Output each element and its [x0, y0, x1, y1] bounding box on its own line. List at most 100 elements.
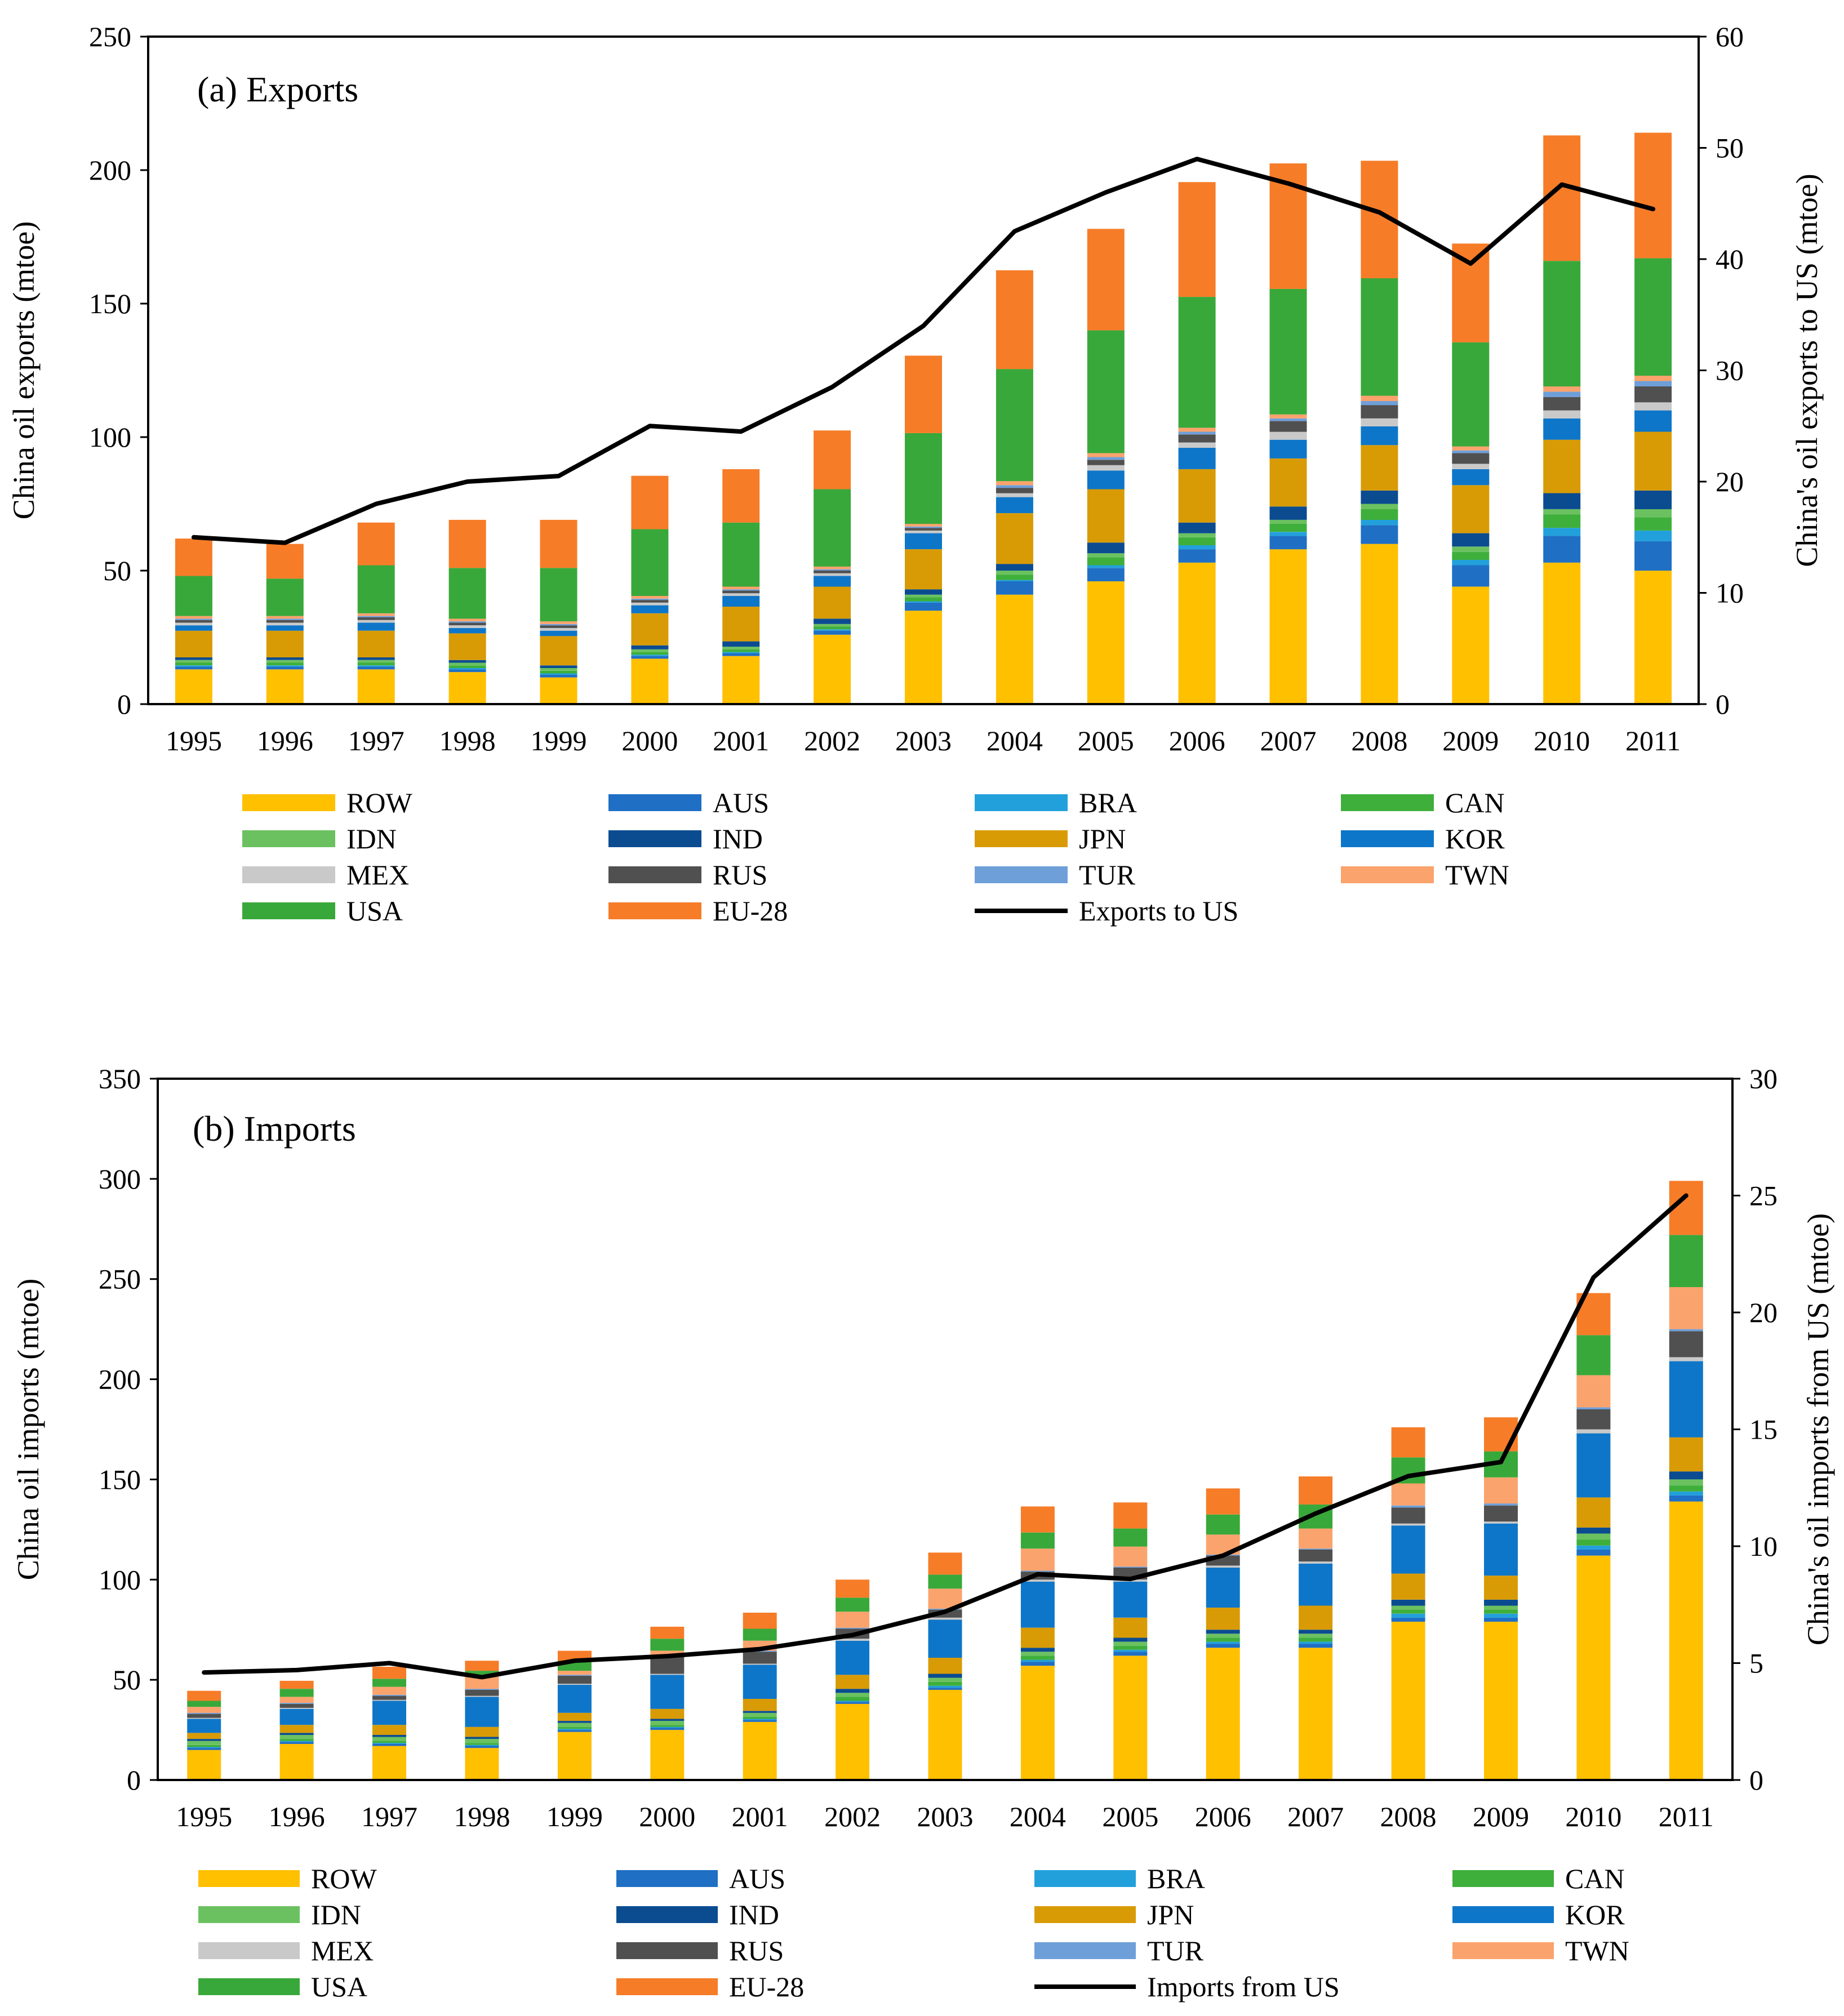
bar-usa-2009	[1452, 342, 1490, 447]
bar-rus-1997	[372, 1695, 406, 1700]
bar-jpn-1997	[357, 630, 395, 658]
x-tick-label: 2003	[917, 1801, 974, 1832]
bar-row-2007	[1299, 1648, 1333, 1780]
bar-mex-1999	[557, 1684, 592, 1685]
bar-twn-2010	[1543, 386, 1581, 392]
bar-mex-2008	[1361, 418, 1398, 426]
bar-tur-1995	[175, 618, 212, 620]
bar-tur-2011	[1634, 381, 1672, 386]
legend-label-line: Exports to US	[1079, 895, 1238, 927]
y-tick-label: 0	[117, 688, 131, 720]
chart-title: (a) Exports	[197, 69, 358, 109]
bar-can-2009	[1484, 1609, 1518, 1614]
bar-eu-28-2004	[996, 270, 1033, 370]
bar-jpn-2011	[1634, 431, 1672, 491]
legend-swatch-ind	[608, 830, 701, 847]
bar-ind-2011	[1669, 1471, 1703, 1480]
bar-can-2004	[1020, 1655, 1055, 1660]
legend-swatch-mex	[198, 1942, 300, 1959]
bar-can-2008	[1391, 1609, 1425, 1614]
bar-tur-2011	[1669, 1329, 1703, 1332]
bar-usa-2008	[1361, 278, 1398, 396]
legend-label-mex: MEX	[346, 859, 409, 891]
bar-bra-1997	[357, 665, 395, 667]
bar-bra-1995	[175, 665, 212, 667]
bar-jpn-2003	[905, 549, 942, 590]
bar-eu-28-1996	[266, 544, 304, 579]
bar-idn-2004	[996, 571, 1033, 575]
bar-rus-1996	[279, 1703, 314, 1708]
legend-swatch-tur	[1034, 1942, 1136, 1959]
bar-kor-2010	[1576, 1433, 1611, 1498]
legend-swatch-rus	[608, 866, 701, 883]
x-tick-label: 1999	[530, 725, 586, 756]
bar-kor-2010	[1543, 418, 1581, 440]
bar-jpn-1996	[279, 1725, 314, 1733]
bar-can-1996	[279, 1739, 314, 1741]
bar-ind-2003	[905, 589, 942, 595]
bar-idn-2008	[1361, 504, 1398, 509]
bar-rus-1995	[187, 1714, 221, 1718]
bar-tur-1996	[279, 1703, 314, 1704]
bar-bra-2011	[1669, 1491, 1703, 1496]
legend-swatch-row	[242, 794, 335, 811]
bar-can-1995	[175, 662, 212, 666]
bar-kor-1998	[448, 628, 486, 634]
bar-twn-1997	[357, 613, 395, 616]
bar-idn-2008	[1391, 1605, 1425, 1610]
bar-twn-2008	[1391, 1483, 1425, 1506]
bar-ind-2008	[1391, 1599, 1425, 1606]
bar-idn-1998	[465, 1739, 499, 1743]
bar-jpn-2008	[1361, 445, 1398, 491]
legend-swatch-tur	[975, 866, 1068, 883]
bar-bra-2004	[1020, 1659, 1055, 1662]
bar-idn-2001	[722, 647, 760, 649]
bar-row-1999	[540, 677, 577, 704]
bar-idn-2005	[1113, 1641, 1148, 1646]
y-axis-title: China oil exports (mtoe)	[7, 221, 41, 519]
bar-kor-2007	[1299, 1563, 1333, 1606]
bar-idn-2005	[1087, 553, 1125, 558]
bar-jpn-2000	[631, 613, 669, 646]
bar-usa-2007	[1269, 288, 1307, 415]
legend-label-bra: BRA	[1079, 787, 1137, 818]
bar-tur-2000	[631, 598, 669, 600]
bar-row-2005	[1087, 581, 1125, 704]
bar-eu-28-2001	[743, 1613, 777, 1629]
bar-eu-28-2006	[1178, 182, 1216, 297]
bar-row-2003	[905, 611, 942, 704]
bar-row-2008	[1391, 1622, 1425, 1780]
bar-idn-2011	[1669, 1479, 1703, 1486]
bar-can-1999	[557, 1726, 592, 1729]
bar-mex-2007	[1269, 431, 1307, 440]
bar-rus-1996	[266, 620, 304, 623]
bar-can-2000	[650, 1725, 685, 1727]
legend-label-usa: USA	[311, 1971, 367, 2002]
bar-ind-2001	[743, 1711, 777, 1713]
bar-aus-2001	[743, 1720, 777, 1722]
bar-idn-2003	[928, 1677, 962, 1682]
legend-label-twn: TWN	[1445, 859, 1509, 891]
bar-rus-2008	[1391, 1507, 1425, 1524]
bar-jpn-2009	[1452, 485, 1490, 533]
bar-eu-28-2000	[650, 1626, 685, 1639]
bar-bra-1996	[279, 1741, 314, 1742]
x-tick-label: 2010	[1534, 725, 1590, 756]
bar-ind-2009	[1484, 1599, 1518, 1606]
bar-jpn-2002	[814, 586, 851, 619]
legend-label-row: ROW	[311, 1863, 377, 1894]
bar-row-2002	[814, 634, 851, 704]
y2-tick-label: 10	[1716, 577, 1744, 609]
bar-kor-1997	[357, 622, 395, 631]
x-tick-label: 1996	[257, 725, 313, 756]
bar-usa-2006	[1206, 1514, 1240, 1535]
x-tick-label: 2011	[1659, 1801, 1714, 1832]
bar-rus-2007	[1299, 1549, 1333, 1562]
bar-can-1997	[357, 662, 395, 666]
bar-aus-2007	[1299, 1644, 1333, 1648]
bar-row-1996	[266, 669, 304, 704]
x-tick-label: 2008	[1351, 725, 1407, 756]
bar-kor-2001	[743, 1665, 777, 1699]
bar-tur-2008	[1391, 1505, 1425, 1508]
bar-jpn-2008	[1391, 1573, 1425, 1600]
